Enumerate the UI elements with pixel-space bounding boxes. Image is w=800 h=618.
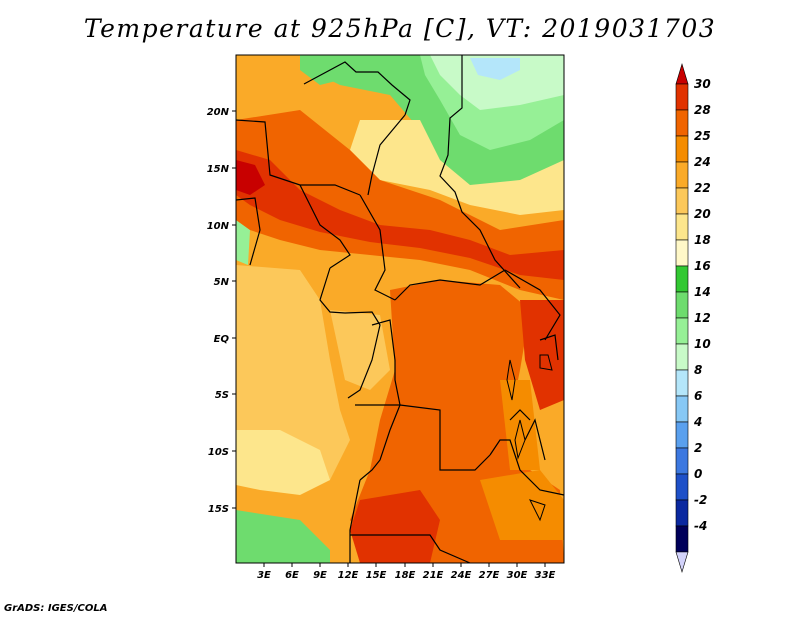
colorbar-label: 28	[694, 103, 711, 117]
chart-title: Temperature at 925hPa [C], VT: 201903170…	[83, 14, 717, 43]
lon-label-6e: 6E	[285, 570, 299, 581]
colorbar-label: 0	[694, 467, 702, 481]
lon-label-18e: 18E	[395, 570, 416, 581]
colorbar-swatch	[675, 239, 689, 267]
lon-label-27e: 27E	[479, 570, 500, 581]
lon-label-24e: 24E	[451, 570, 472, 581]
west-coast-cool	[236, 430, 330, 495]
colorbar-swatch	[675, 369, 689, 397]
colorbar-label: 6	[694, 389, 702, 403]
lon-label-12e: 12E	[338, 570, 359, 581]
lat-label-5n: 5N	[214, 277, 230, 288]
green-bottom-left	[236, 510, 330, 563]
map-plot-area	[236, 55, 564, 563]
lon-label-21e: 21E	[423, 570, 444, 581]
lat-label-5s: 5S	[215, 390, 229, 401]
colorbar-label: 4	[693, 415, 702, 429]
colorbar-swatch	[675, 135, 689, 163]
colorbar-swatch	[675, 265, 689, 293]
colorbar-swatch	[675, 187, 689, 215]
colorbar-label: 30	[694, 77, 711, 91]
colorbar-swatch	[675, 499, 689, 527]
lat-label-10n: 10N	[207, 221, 230, 232]
southeast-mild	[480, 470, 564, 540]
colorbar-swatch	[675, 291, 689, 319]
colorbar-swatch	[675, 525, 689, 553]
colorbar-swatch	[675, 343, 689, 371]
colorbar-swatch	[675, 213, 689, 241]
very-cool-region	[430, 55, 564, 110]
gabon-mild	[330, 310, 390, 390]
hot-core-west	[236, 160, 265, 195]
colorbar-swatch	[675, 83, 689, 111]
latitude-axis: 20N 15N 10N 5N EQ 5S 10S 15S	[207, 107, 236, 515]
colorbar-label: 24	[694, 155, 711, 169]
lon-label-15e: 15E	[366, 570, 387, 581]
hottest-band	[236, 150, 564, 280]
longitude-axis: 3E 6E 9E 12E 15E 18E 21E 24E 27E 30E 33E	[257, 563, 556, 581]
footer-credit: GrADS: IGES/COLA	[4, 603, 108, 614]
colorbar-label: 22	[694, 181, 711, 195]
colorbar-label: -4	[694, 519, 707, 533]
lon-label-9e: 9E	[313, 570, 327, 581]
colorbar-label: -2	[694, 493, 707, 507]
lon-label-3e: 3E	[257, 570, 271, 581]
colorbar-top-arrow	[675, 62, 689, 85]
colorbar-swatch	[675, 109, 689, 137]
colorbar-label: 8	[694, 363, 702, 377]
lat-label-eq: EQ	[214, 334, 230, 345]
colorbar-swatch	[675, 161, 689, 189]
colorbar-swatch	[675, 447, 689, 475]
lake-outlines	[506, 354, 553, 522]
southern-hottest	[350, 490, 440, 563]
green-left-edge	[236, 220, 250, 265]
colorbar-label: 18	[694, 233, 711, 247]
coldest-patch	[470, 58, 520, 80]
colorbar-label: 10	[694, 337, 711, 351]
colorbar-bottom-arrow	[675, 551, 689, 574]
lat-label-20n: 20N	[207, 107, 230, 118]
colorbar-label: 14	[694, 285, 711, 299]
colorbar-swatch	[675, 395, 689, 423]
colorbar-swatch	[675, 421, 689, 449]
sahel-light-band	[350, 120, 564, 215]
colorbar-label: 20	[694, 207, 711, 221]
lat-label-10s: 10S	[208, 447, 229, 458]
colorbar-swatch	[675, 317, 689, 345]
map-frame	[235, 54, 565, 564]
colorbar-swatch	[675, 473, 689, 501]
country-borders	[235, 55, 565, 564]
lat-label-15n: 15N	[207, 164, 230, 175]
colorbar-label: 12	[694, 311, 711, 325]
lakes-mild	[500, 380, 540, 470]
lat-label-15s: 15S	[208, 504, 229, 515]
lon-label-30e: 30E	[507, 570, 528, 581]
colorbar-label: 25	[694, 129, 711, 143]
lon-label-33e: 33E	[535, 570, 556, 581]
colorbar-label: 16	[694, 259, 711, 273]
colorbar-label: 2	[694, 441, 702, 455]
